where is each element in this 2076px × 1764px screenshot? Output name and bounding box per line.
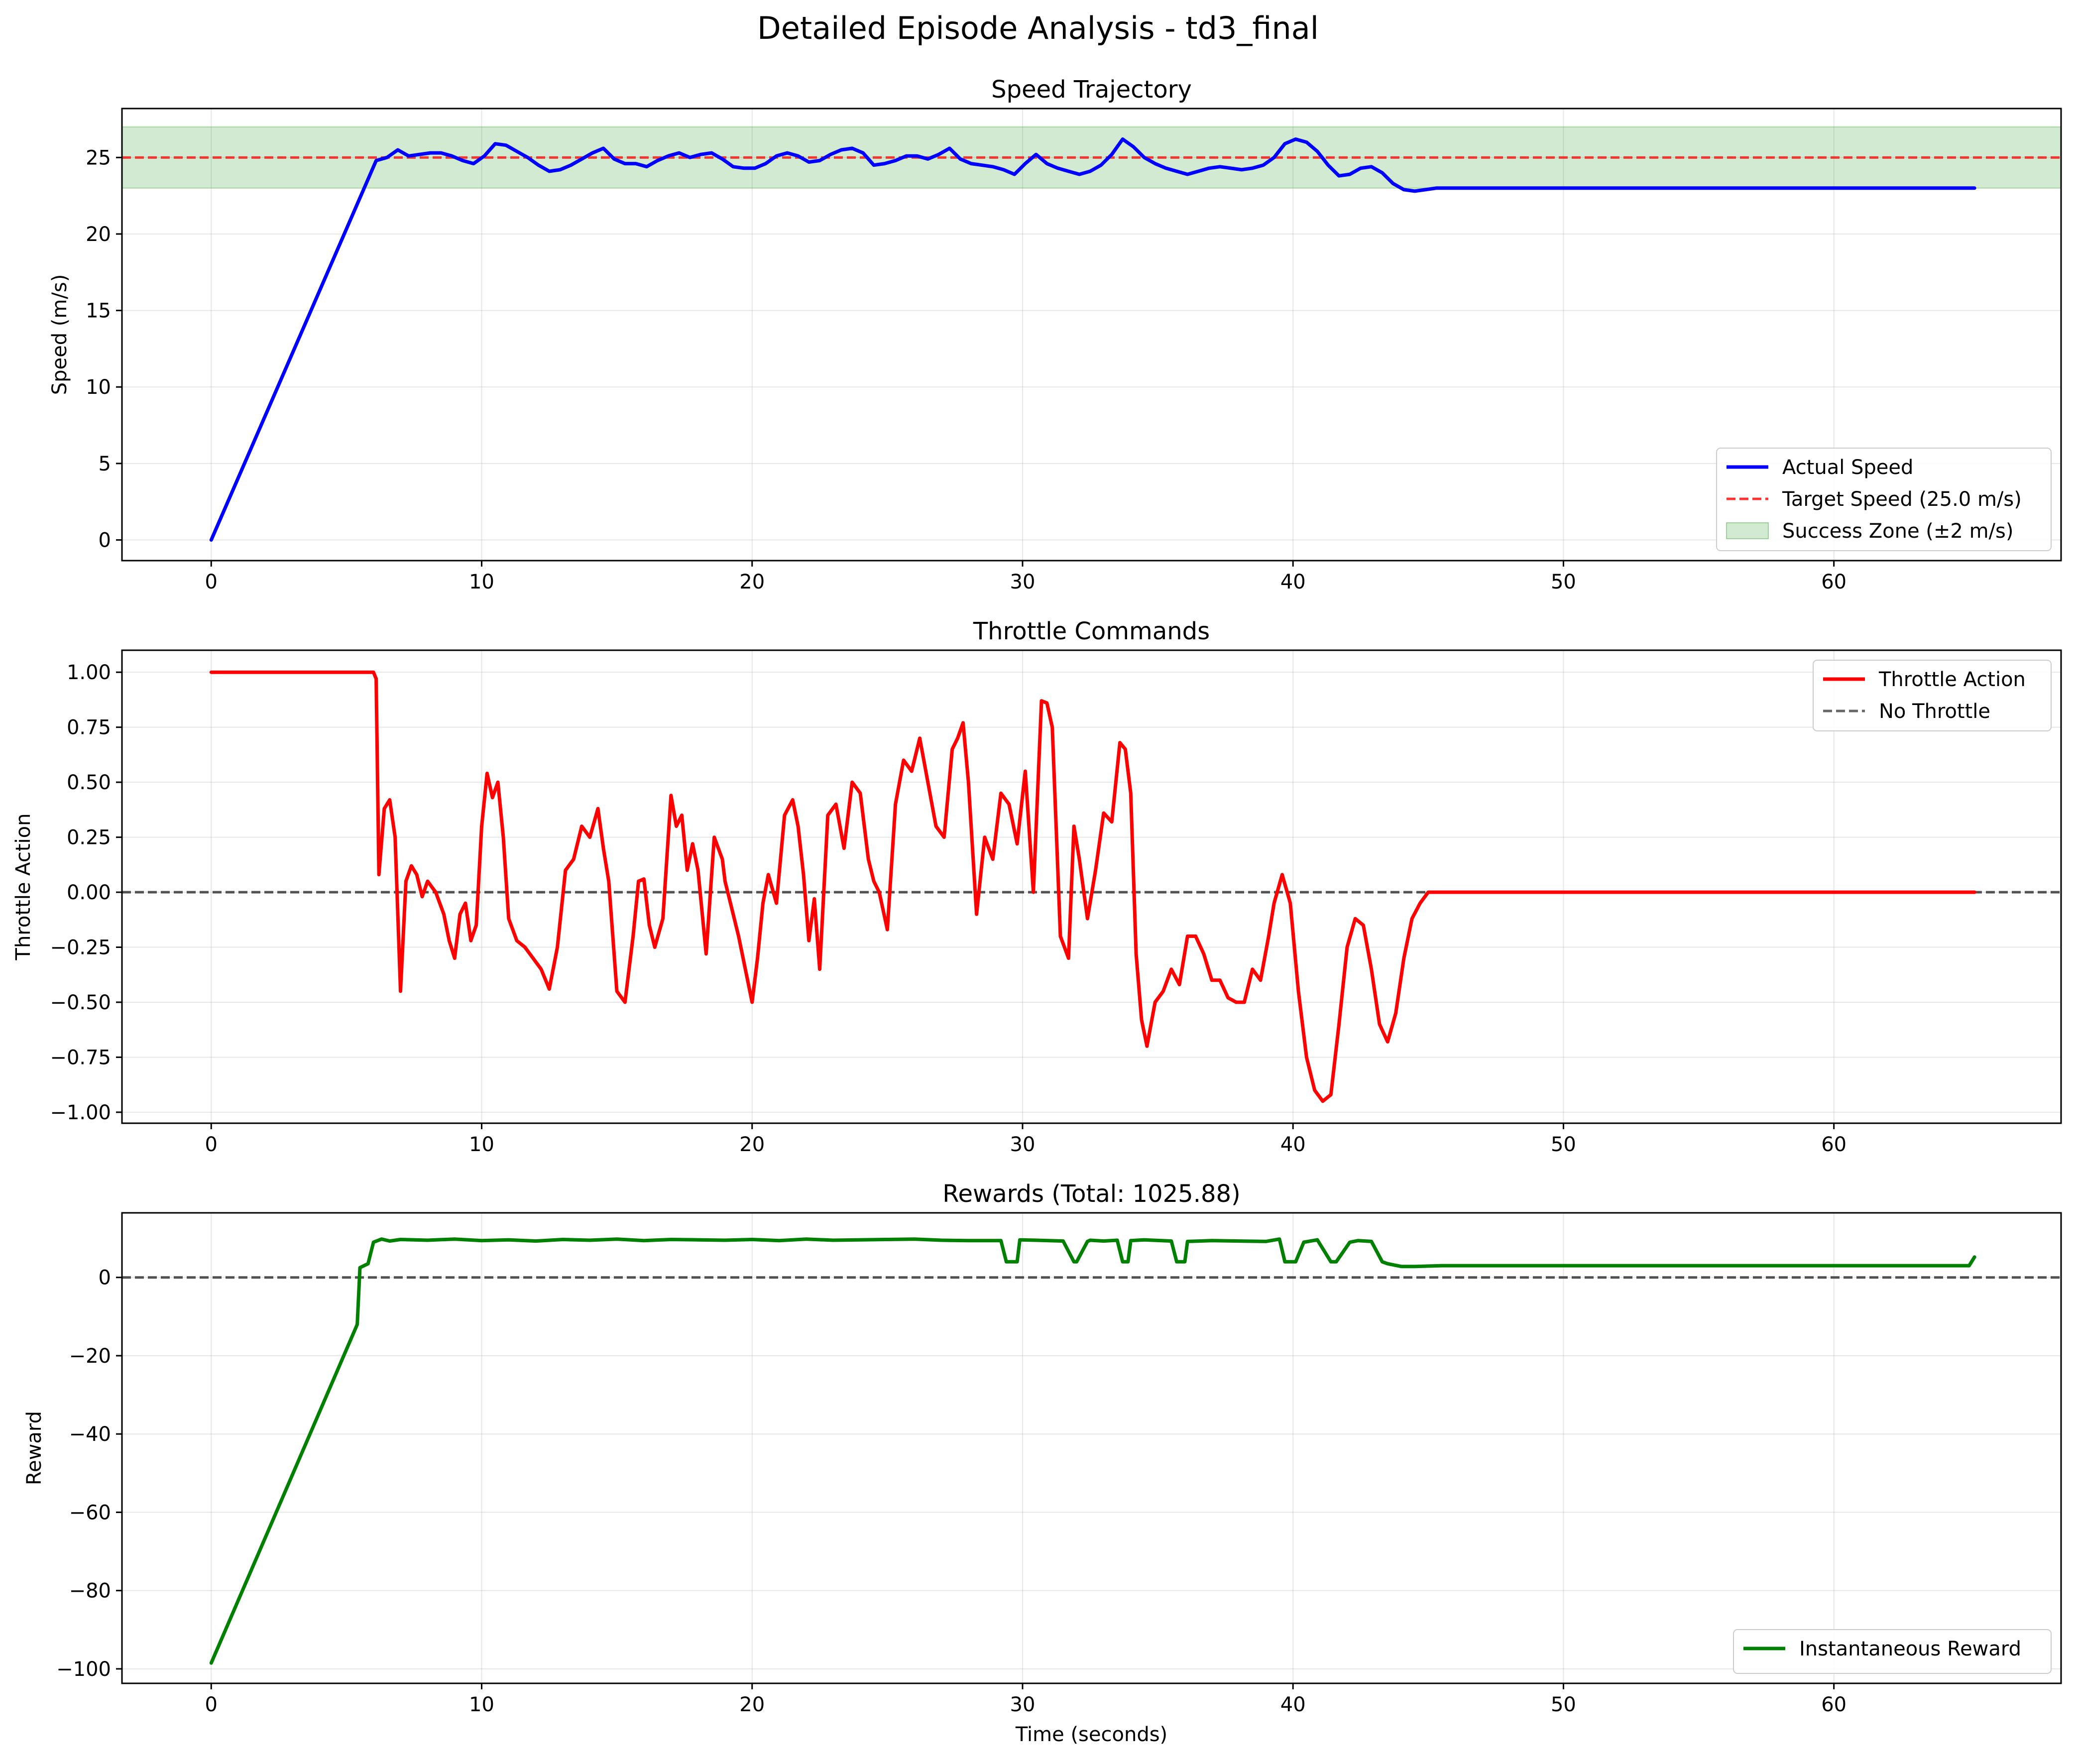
speed-chart-title: Speed Trajectory (991, 76, 1192, 104)
speed-trajectory-panel: 0 10 20 30 40 50 60 0 5 10 15 20 25 Speed Trajectory S… (48, 76, 2062, 593)
throttle-ytick-label-6: 0.50 (67, 771, 111, 794)
throttle-chart-title: Throttle Commands (973, 617, 1210, 645)
throttle-xtick-label-4: 40 (1280, 1133, 1306, 1156)
speed-ytick-label-3: 15 (86, 300, 111, 323)
reward-y-axis-label: Reward (23, 1411, 46, 1485)
reward-ytick-label-5: 0 (99, 1267, 111, 1290)
throttle-xtick-label-2: 20 (739, 1133, 765, 1156)
reward-legend: Instantaneous Reward (1733, 1629, 2052, 1674)
throttle-ytick-label-0: −1.00 (50, 1101, 111, 1124)
speed-xtick-label-2: 20 (739, 571, 765, 593)
reward-xtick-label-0: 0 (205, 1693, 218, 1716)
speed-ytick-label-1: 5 (99, 453, 111, 475)
reward-ytick-label-2: −60 (69, 1501, 111, 1524)
reward-chart-title: Rewards (Total: 1025.88) (942, 1180, 1241, 1208)
reward-xtick-label-4: 40 (1280, 1693, 1306, 1716)
throttle-ytick-label-3: −0.25 (50, 937, 111, 959)
speed-legend-box (1716, 448, 2052, 551)
figure-title: Detailed Episode Analysis - td3_final (757, 10, 1319, 46)
throttle-axes-frame (121, 649, 2062, 1124)
speed-xtick-label-4: 40 (1280, 571, 1306, 593)
speed-xtick-label-3: 30 (1010, 571, 1036, 593)
throttle-ytick-label-2: −0.50 (50, 991, 111, 1014)
reward-series-line-0 (209, 1237, 1976, 1665)
throttle-legend-label-0: Throttle Action (1878, 668, 2026, 691)
reward-xtick-label-5: 50 (1551, 1693, 1576, 1716)
reward-xtick-label-2: 20 (739, 1693, 765, 1716)
speed-ytick-label-2: 10 (86, 376, 111, 399)
speed-y-axis-label: Speed (m/s) (48, 274, 71, 395)
reward-xtick-label-1: 10 (469, 1693, 494, 1716)
reward-xtick-label-6: 60 (1821, 1693, 1846, 1716)
speed-axes-frame (121, 108, 2062, 562)
reward-ytick-label-1: −80 (69, 1580, 111, 1603)
reward-ytick-label-4: −20 (69, 1345, 111, 1368)
speed-ytick-label-5: 25 (86, 146, 111, 169)
reward-xtick-label-3: 30 (1010, 1693, 1036, 1716)
speed-xtick-label-1: 10 (469, 571, 494, 593)
throttle-xtick-label-0: 0 (205, 1133, 218, 1156)
throttle-legend: Throttle Action No Throttle (1813, 660, 2052, 731)
throttle-series-line-0 (209, 670, 1976, 1103)
speed-xtick-label-6: 60 (1821, 571, 1846, 593)
speed-legend: Actual Speed Target Speed (25.0 m/s) Succe… (1716, 448, 2052, 551)
throttle-ytick-label-5: 0.25 (67, 826, 111, 849)
speed-ytick-label-4: 20 (86, 223, 111, 246)
speed-ytick-label-0: 0 (99, 529, 111, 552)
throttle-xtick-label-5: 50 (1551, 1133, 1576, 1156)
throttle-ytick-label-1: −0.75 (50, 1046, 111, 1069)
rewards-panel: 0 10 20 30 40 50 60 −100 −80 −60 −40 −20 0 Rewards (T… (23, 1180, 2062, 1746)
throttle-commands-panel: 0 10 20 30 40 50 60 −1.00 −0.75 −0.50 −0.25 0.00 0.2… (12, 617, 2062, 1156)
reward-x-axis-label: Time (seconds) (1015, 1723, 1167, 1746)
speed-xtick-label-5: 50 (1551, 571, 1576, 593)
reward-legend-label-0: Instantaneous Reward (1799, 1638, 2021, 1660)
throttle-ytick-label-7: 0.75 (67, 716, 111, 739)
speed-series-line-0 (209, 137, 1976, 542)
speed-xtick-label-0: 0 (205, 571, 218, 593)
reward-ytick-label-3: −40 (69, 1423, 111, 1446)
speed-legend-label-0: Actual Speed (1782, 456, 1913, 479)
throttle-legend-label-1: No Throttle (1879, 700, 1990, 723)
speed-legend-label-2: Success Zone (±2 m/s) (1782, 520, 2013, 543)
throttle-xtick-label-6: 60 (1821, 1133, 1846, 1156)
reward-legend-box (1733, 1629, 2052, 1674)
speed-legend-swatch-2 (1726, 522, 1769, 539)
throttle-xtick-label-1: 10 (469, 1133, 494, 1156)
reward-axes-frame (121, 1212, 2062, 1684)
throttle-ytick-label-8: 1.00 (67, 661, 111, 684)
speed-legend-label-1: Target Speed (25.0 m/s) (1782, 488, 2022, 511)
throttle-ytick-label-4: 0.00 (67, 881, 111, 904)
throttle-y-axis-label: Throttle Action (12, 814, 35, 961)
reward-ytick-label-0: −100 (56, 1658, 111, 1681)
throttle-xtick-label-3: 30 (1010, 1133, 1036, 1156)
speed-success-zone-band (122, 126, 2061, 189)
throttle-legend-box (1813, 660, 2052, 731)
